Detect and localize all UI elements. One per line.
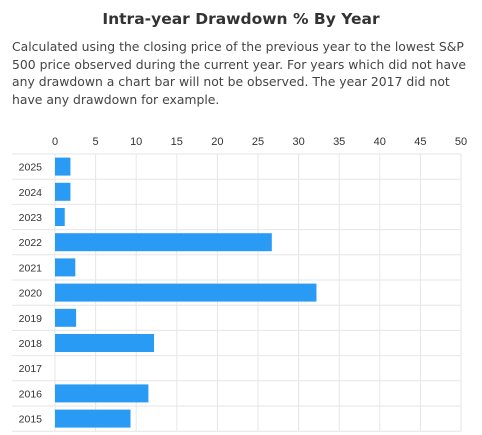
category-label-2018: 2018 xyxy=(19,338,43,350)
x-tick-label: 10 xyxy=(130,136,142,148)
x-tick-label: 35 xyxy=(333,136,345,148)
x-tick-label: 20 xyxy=(211,136,223,148)
bar-2016[interactable] xyxy=(55,384,149,403)
category-label-2024: 2024 xyxy=(19,187,43,199)
bar-2018[interactable] xyxy=(55,334,155,352)
bar-2021[interactable] xyxy=(55,258,76,277)
x-tick-label: 45 xyxy=(414,136,426,148)
category-label-2020: 2020 xyxy=(19,288,43,300)
category-label-2025: 2025 xyxy=(19,162,43,174)
x-tick-label: 30 xyxy=(292,136,304,148)
x-tick-label: 40 xyxy=(374,136,386,148)
x-axis-ticks: 0 5 10 15 20 25 30 35 40 45 50 xyxy=(52,136,467,148)
category-label-2015: 2015 xyxy=(19,414,43,426)
bar-2022[interactable] xyxy=(55,233,272,252)
chart-subtitle: Calculated using the closing price of th… xyxy=(12,39,467,107)
bar-2025[interactable] xyxy=(55,157,71,176)
chart-title: Intra-year Drawdown % By Year xyxy=(102,10,380,28)
bar-2024[interactable] xyxy=(55,182,71,201)
x-tick-label: 50 xyxy=(455,136,467,148)
category-label-2016: 2016 xyxy=(19,388,43,400)
x-tick-label: 5 xyxy=(93,136,99,148)
bar-2023[interactable] xyxy=(55,208,65,226)
y-axis-categories: 2025 2024 2023 2022 2021 2020 2019 2018 2017 2016… xyxy=(19,162,43,426)
bar-2020[interactable] xyxy=(55,283,317,302)
x-tick-label: 15 xyxy=(171,136,183,148)
category-label-2023: 2023 xyxy=(19,212,43,224)
x-tick-label: 0 xyxy=(52,136,58,148)
category-label-2019: 2019 xyxy=(19,313,43,325)
bar-2015[interactable] xyxy=(55,409,131,428)
category-label-2017: 2017 xyxy=(19,363,43,375)
x-tick-label: 25 xyxy=(252,136,264,148)
bars xyxy=(55,157,317,428)
category-label-2022: 2022 xyxy=(19,237,43,249)
bar-2019[interactable] xyxy=(55,308,77,327)
category-label-2021: 2021 xyxy=(19,262,43,274)
